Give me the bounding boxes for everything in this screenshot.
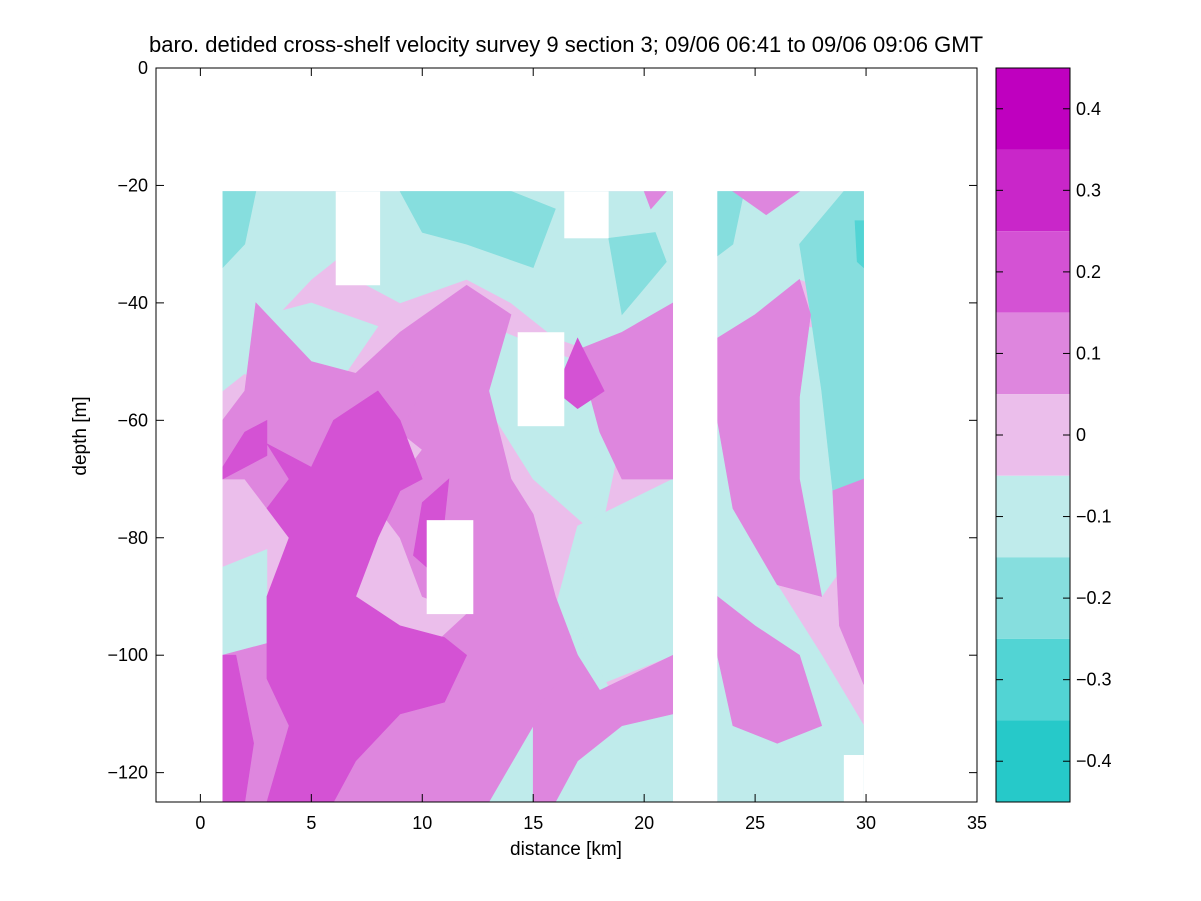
x-tick-label: 15: [523, 813, 543, 833]
colorbar-tick-label: 0: [1076, 425, 1086, 445]
contour-region: [555, 337, 605, 409]
contour-field: [222, 191, 864, 802]
section-contours-1: [717, 191, 864, 802]
colorbar-band: [996, 720, 1070, 802]
colorbar-tick-label: 0.1: [1076, 343, 1101, 363]
plot-area: [155, 67, 978, 803]
y-tick-label: −80: [117, 528, 148, 548]
colorbar-band: [996, 638, 1070, 721]
colorbar-band: [996, 68, 1070, 150]
contour-region: [732, 191, 801, 216]
contour-region: [717, 278, 823, 597]
x-tick-label: 10: [412, 813, 432, 833]
chart-title: baro. detided cross-shelf velocity surve…: [149, 32, 983, 57]
colorbar-tick-label: −0.1: [1076, 507, 1112, 527]
contour-region: [643, 191, 667, 210]
data-gap: [843, 755, 864, 802]
contour-region: [222, 549, 268, 656]
colorbar-band: [996, 394, 1070, 476]
contour-region: [717, 191, 745, 257]
x-tick-label: 0: [195, 813, 205, 833]
contour-region: [222, 419, 268, 480]
y-tick-label: −120: [107, 763, 148, 783]
contour-region: [222, 654, 254, 802]
colorbar-tick-label: 0.4: [1076, 99, 1101, 119]
plot-frame: [155, 67, 978, 803]
contour-region: [555, 478, 674, 685]
data-gap: [564, 191, 609, 239]
contour-region: [577, 302, 674, 480]
contour-region: [222, 191, 257, 269]
y-tick-label: −100: [107, 645, 148, 665]
x-tick-label: 5: [306, 813, 316, 833]
contour-region: [266, 390, 468, 802]
colorbar-band: [996, 557, 1070, 639]
contour-region: [333, 191, 674, 392]
contour-region: [532, 654, 674, 802]
contour-region: [854, 220, 864, 269]
x-tick-label: 30: [856, 813, 876, 833]
contour-region: [832, 478, 864, 685]
contour-region: [222, 191, 357, 333]
contour-region: [608, 232, 667, 316]
colorbar-tick-label: −0.3: [1076, 670, 1112, 690]
colorbar-tick-label: 0.2: [1076, 262, 1101, 282]
section-contours-0: [222, 191, 674, 802]
colorbar-band: [996, 231, 1070, 313]
y-tick-label: 0: [138, 58, 148, 78]
x-tick-label: 20: [634, 813, 654, 833]
data-gap: [335, 191, 381, 286]
y-tick-label: −40: [117, 293, 148, 313]
contour-region: [717, 596, 823, 744]
colorbar-band: [996, 312, 1070, 395]
y-tick-label: −60: [117, 410, 148, 430]
x-tick-label: 25: [745, 813, 765, 833]
colorbar-band: [996, 475, 1070, 558]
x-tick-label: 35: [967, 813, 987, 833]
colorbar-band: [996, 149, 1070, 232]
colorbar-tick-label: −0.4: [1076, 751, 1112, 771]
y-tick-label: −20: [117, 175, 148, 195]
colorbar-tick-label: −0.2: [1076, 588, 1112, 608]
x-axis: 0 5 10 15 20 25 30 35: [195, 68, 987, 833]
colorbar: 0.4 0.3 0.2 0.1 0 −0.1 −0.2 −0.3 −0.4: [995, 67, 1112, 803]
x-axis-label: distance [km]: [510, 839, 622, 860]
contour-region: [399, 191, 556, 269]
y-axis: 0 −20 −40 −60 −80 −100 −120: [107, 58, 977, 783]
data-gap: [517, 332, 565, 427]
y-axis-label: depth [m]: [70, 396, 91, 475]
data-gap: [426, 520, 474, 615]
colorbar-tick-label: 0.3: [1076, 180, 1101, 200]
